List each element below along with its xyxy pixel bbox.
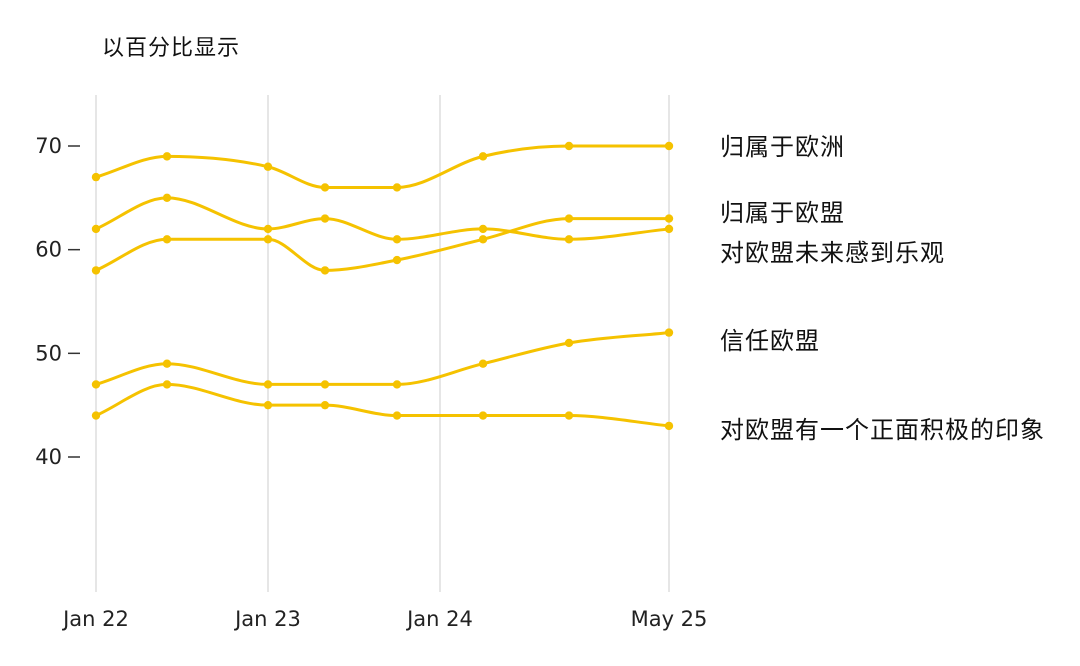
series-label: 对欧盟未来感到乐观 <box>720 239 945 267</box>
x-tick-label: May 25 <box>631 607 708 631</box>
data-point <box>91 172 101 182</box>
y-tick-label: 60 <box>35 238 62 262</box>
data-point <box>263 400 273 410</box>
data-point <box>664 141 674 151</box>
data-point <box>664 214 674 223</box>
series-lines <box>94 144 671 428</box>
x-tick-label: Jan 24 <box>405 607 473 631</box>
data-point <box>320 214 330 223</box>
x-tick-label: Jan 23 <box>233 607 301 631</box>
data-point <box>162 359 172 368</box>
unit-label: 以百分比显示 <box>102 36 240 61</box>
x-axis: Jan 22 Jan 23 Jan 24 May 25 <box>61 607 707 631</box>
data-point <box>91 224 101 234</box>
series-label: 信任欧盟 <box>720 327 820 355</box>
data-point <box>392 255 402 265</box>
data-point <box>564 338 574 348</box>
data-point <box>162 235 172 244</box>
series-label: 归属于欧洲 <box>720 133 845 161</box>
data-point <box>91 411 101 420</box>
data-point <box>392 380 402 389</box>
y-axis: 70 60 50 40 <box>35 134 80 469</box>
series-line <box>94 217 671 272</box>
data-point <box>91 380 101 389</box>
data-point <box>263 235 273 244</box>
data-point <box>664 421 674 431</box>
data-point <box>664 224 674 234</box>
grid <box>95 95 670 592</box>
data-point <box>320 380 330 389</box>
data-point <box>263 380 273 389</box>
data-point <box>478 359 488 368</box>
data-point <box>392 183 402 192</box>
x-tick-label: Jan 22 <box>61 607 129 631</box>
series-line <box>94 331 671 386</box>
series-label: 对欧盟有一个正面积极的印象 <box>720 416 1045 444</box>
data-point <box>320 183 330 192</box>
data-point <box>564 411 574 420</box>
series-label: 归属于欧盟 <box>720 199 845 227</box>
data-point <box>392 235 402 244</box>
data-point <box>392 411 402 420</box>
data-point <box>263 224 273 234</box>
data-point <box>320 400 330 410</box>
data-point <box>162 380 172 389</box>
data-point <box>564 141 574 151</box>
data-point <box>320 266 330 275</box>
data-point <box>478 235 488 244</box>
data-point <box>478 411 488 420</box>
data-point <box>564 235 574 244</box>
data-point <box>162 152 172 161</box>
data-point <box>263 162 273 171</box>
y-tick-label: 50 <box>35 341 62 365</box>
y-tick-label: 70 <box>35 134 62 158</box>
data-point <box>162 193 172 203</box>
series-line <box>94 382 671 428</box>
data-point <box>91 266 101 275</box>
data-point <box>478 224 488 234</box>
data-point <box>664 328 674 337</box>
series-line <box>94 144 671 189</box>
data-point <box>564 214 574 223</box>
y-tick-label: 40 <box>35 445 62 469</box>
series-points <box>91 141 674 431</box>
data-point <box>478 152 488 161</box>
